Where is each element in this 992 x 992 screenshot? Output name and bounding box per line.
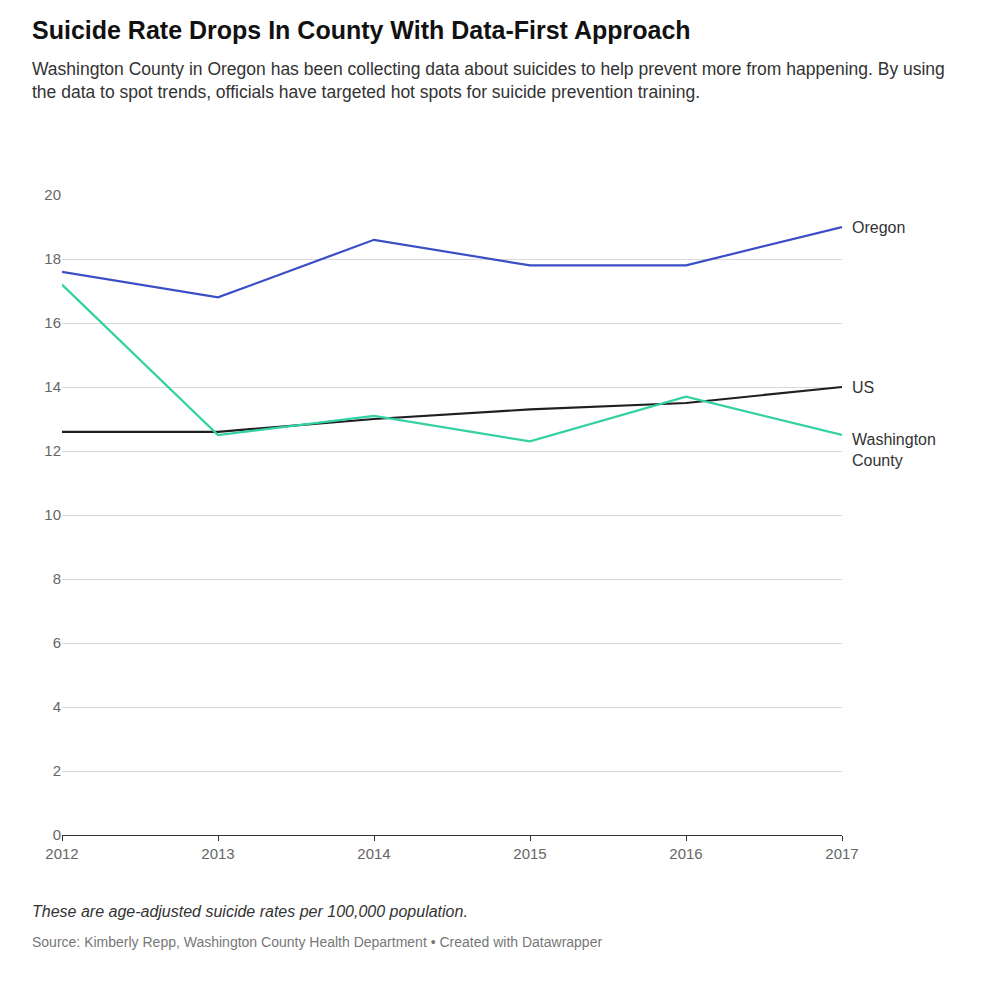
svg-text:0: 0 bbox=[53, 826, 61, 843]
svg-text:2017: 2017 bbox=[825, 845, 858, 862]
svg-text:2012: 2012 bbox=[45, 845, 78, 862]
svg-text:12: 12 bbox=[44, 442, 61, 459]
html-text:Source: Kimberly Repp, Washing: Source: Kimberly Repp, Washington County… bbox=[32, 934, 603, 950]
svg-text:2016: 2016 bbox=[669, 845, 702, 862]
svg-text:20: 20 bbox=[44, 186, 61, 203]
svg-text:14: 14 bbox=[44, 378, 61, 395]
svg-text:2015: 2015 bbox=[513, 845, 546, 862]
svg-text:2: 2 bbox=[53, 762, 61, 779]
svg-text:10: 10 bbox=[44, 506, 61, 523]
svg-text:2014: 2014 bbox=[357, 845, 390, 862]
svg-text:16: 16 bbox=[44, 314, 61, 331]
svg-text:6: 6 bbox=[53, 634, 61, 651]
svg-text:US: US bbox=[852, 379, 874, 396]
svg-text:WashingtonCounty: WashingtonCounty bbox=[852, 431, 936, 469]
svg-text:18: 18 bbox=[44, 250, 61, 267]
svg-text:8: 8 bbox=[53, 570, 61, 587]
svg-text:Oregon: Oregon bbox=[852, 219, 905, 236]
svg-text:2013: 2013 bbox=[201, 845, 234, 862]
svg-text:4: 4 bbox=[53, 698, 61, 715]
html-text:Suicide Rate Drops In County W: Suicide Rate Drops In County With Data-F… bbox=[32, 16, 691, 44]
html-text:These are age-adjusted suicide: These are age-adjusted suicide rates per… bbox=[32, 903, 468, 920]
html-text:Washington County in Oregon ha: Washington County in Oregon has been col… bbox=[32, 59, 945, 102]
